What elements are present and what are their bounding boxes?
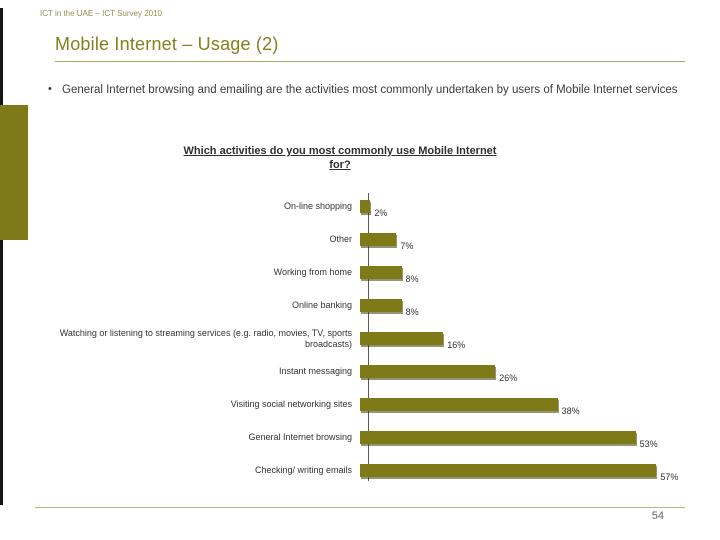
slide-header-text: ICT in the UAE – ICT Survey 2010 [40,9,162,18]
bar [360,233,397,246]
chart-row: General Internet browsing 53% [35,421,685,454]
bar-value: 2% [374,207,388,218]
bar-value: 8% [405,273,419,284]
bar-area: 7% [360,223,685,256]
bar-value: 53% [639,438,658,449]
chart-row: Instant messaging 26% [35,355,685,388]
page-number: 54 [651,510,664,522]
bar-label: Watching or listening to streaming servi… [59,327,352,349]
bar-value: 8% [405,306,419,317]
bar-area: 38% [360,388,685,421]
bar-area: 8% [360,256,685,289]
bar-area: 2% [360,190,685,223]
bar [360,365,496,378]
bar [360,431,636,444]
bullet-glyph: • [48,83,52,95]
chart-row: Checking/ writing emails 57% [35,454,685,487]
chart-row: Visiting social networking sites 38% [35,388,685,421]
bullet-text: General Internet browsing and emailing a… [62,84,678,96]
chart-title: Which activities do you most commonly us… [183,145,497,172]
bar [360,332,444,345]
bar-label: General Internet browsing [248,432,352,443]
bar-value: 57% [660,471,679,482]
bar-label: Other [329,234,352,245]
bar-area: 16% [360,322,685,355]
bar [360,299,402,312]
chart-row: Online banking 8% [35,289,685,322]
bar-value: 38% [561,405,580,416]
bar-area: 57% [360,454,685,487]
chart-rows: On-line shopping 2% Other 7% Working from ho… [35,190,685,487]
left-edge-line [0,8,3,505]
chart-row: Other 7% [35,223,685,256]
bar-label: On-line shopping [283,201,352,212]
bar-value: 26% [499,372,518,383]
chart-row: Working from home 8% [35,256,685,289]
title-underline-rule [55,61,685,62]
bar-area: 53% [360,421,685,454]
bar-value: 7% [400,240,414,251]
bar [360,200,371,213]
left-accent-block [0,105,28,240]
bottom-rule [35,507,685,508]
bar [360,464,657,477]
chart-row: Watching or listening to streaming servi… [35,322,685,355]
bar-label: Instant messaging [278,366,352,377]
bar-label: Working from home [273,267,352,278]
bar [360,266,402,279]
bar-label: Visiting social networking sites [230,399,352,410]
slide-title: Mobile Internet – Usage (2) [55,34,279,54]
bar-area: 26% [360,355,685,388]
bar [360,398,558,411]
bar-label: Checking/ writing emails [254,465,352,476]
bar-area: 8% [360,289,685,322]
bar-value: 16% [447,339,466,350]
bullet-row: • General Internet browsing and emailing… [48,82,692,99]
bar-label: Online banking [291,300,352,311]
chart-row: On-line shopping 2% [35,190,685,223]
